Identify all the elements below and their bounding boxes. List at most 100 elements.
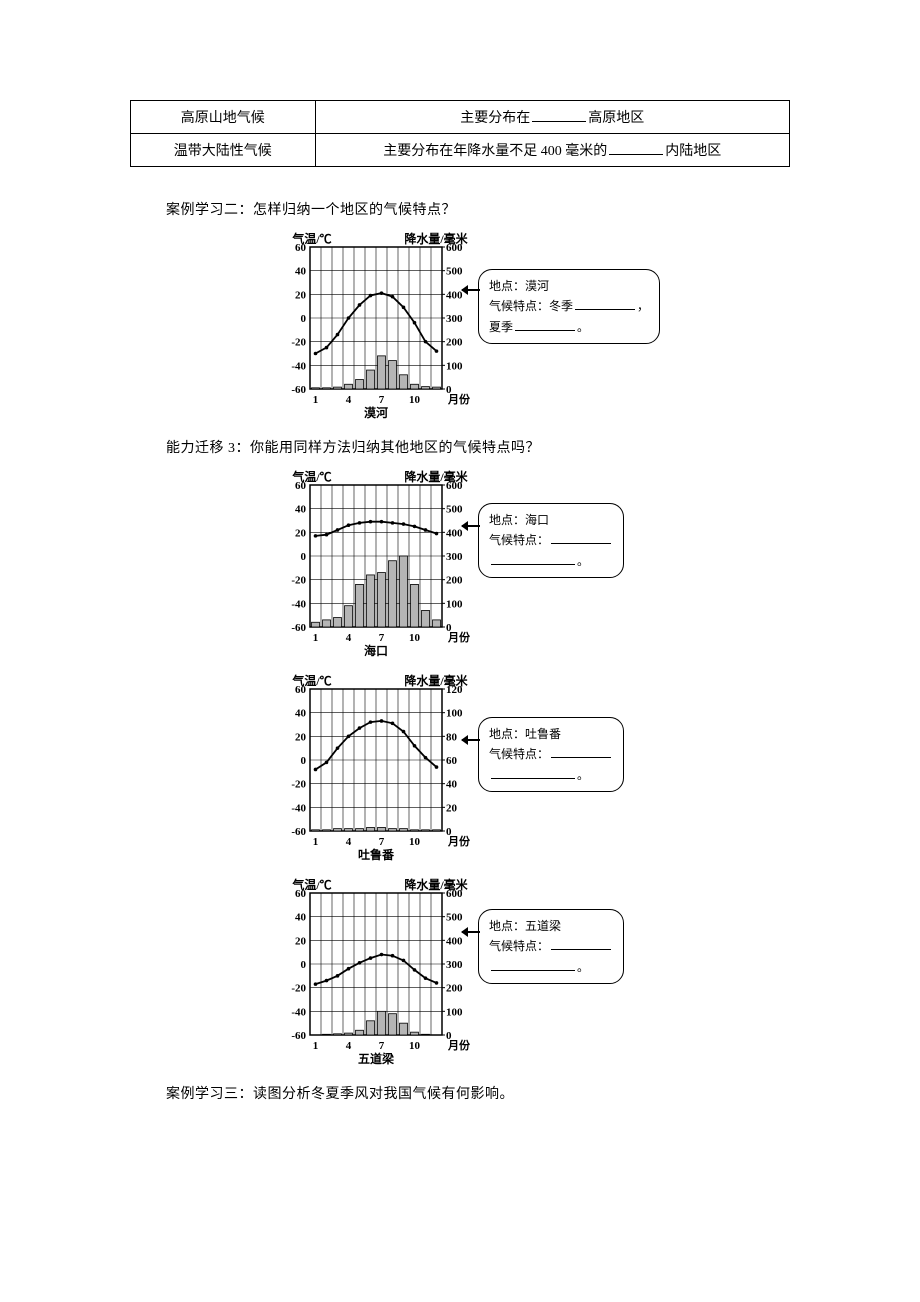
precip-bar [400, 829, 408, 831]
temp-point [391, 722, 395, 726]
month-tick: 7 [379, 1040, 385, 1052]
climate-chart-turpan: 气温/℃降水量/毫米6040200-20-40-6012010080604020… [278, 671, 472, 861]
precip-bar [389, 561, 397, 627]
climate-distribution-cell: 主要分布在高原地区 [315, 101, 789, 134]
temp-tick: 60 [295, 684, 307, 696]
precip-tick: 300 [446, 959, 463, 971]
precip-bar [323, 830, 331, 831]
temp-point [336, 746, 340, 750]
temp-point [413, 744, 417, 748]
temp-tick: 40 [295, 504, 307, 516]
page-root: 高原山地气候主要分布在高原地区温带大陆性气候主要分布在年降水量不足 400 毫米… [0, 0, 920, 1173]
temp-tick: 20 [295, 527, 307, 539]
temp-tick: -40 [291, 1006, 306, 1018]
precip-bar [312, 622, 320, 627]
fill-blank[interactable] [491, 957, 575, 971]
fill-blank[interactable] [551, 744, 611, 758]
temp-point [325, 761, 329, 765]
precip-bar [334, 387, 342, 389]
temp-tick: -40 [291, 598, 306, 610]
annotation-box: 地点：漠河气候特点：冬季，夏季。 [478, 269, 660, 344]
temp-tick: 40 [295, 266, 307, 278]
month-tick: 7 [379, 632, 385, 644]
precip-bar [389, 1014, 397, 1035]
table-row: 温带大陆性气候主要分布在年降水量不足 400 毫米的内陆地区 [131, 134, 790, 167]
fill-blank[interactable] [491, 765, 575, 779]
precip-tick: 600 [446, 242, 463, 254]
precip-tick: 600 [446, 888, 463, 900]
month-axis-label: 月份 [447, 392, 471, 406]
month-tick: 10 [409, 836, 421, 848]
fill-blank[interactable] [491, 551, 575, 565]
precip-tick: 200 [446, 337, 463, 349]
temp-point [347, 523, 351, 527]
temp-tick: -40 [291, 360, 306, 372]
precip-bar [422, 610, 430, 627]
precip-tick: 80 [446, 731, 458, 743]
fill-blank[interactable] [609, 141, 663, 155]
temp-point [402, 522, 406, 526]
annotation-feature-winter: 气候特点：冬季， [489, 296, 649, 316]
precip-tick: 120 [446, 684, 463, 696]
fill-blank[interactable] [515, 317, 575, 331]
fill-blank[interactable] [575, 296, 635, 310]
annotation-arrow-icon [462, 739, 480, 741]
fill-blank[interactable] [551, 530, 611, 544]
precip-bar [323, 388, 331, 389]
temp-point [391, 954, 395, 958]
annotation-feature-cont: 。 [489, 765, 613, 785]
temp-point [336, 333, 340, 337]
precip-bar [433, 620, 441, 627]
temp-point [314, 534, 318, 538]
station-name: 海口 [364, 643, 388, 657]
annotation-location: 地点：吐鲁番 [489, 724, 613, 744]
temp-point [435, 532, 439, 536]
temp-tick: 60 [295, 480, 307, 492]
temp-point [358, 303, 362, 307]
temp-point [347, 316, 351, 320]
precip-tick: 300 [446, 313, 463, 325]
annotation-box: 地点：吐鲁番气候特点：。 [478, 717, 624, 792]
temp-point [358, 521, 362, 525]
fill-blank[interactable] [551, 936, 611, 950]
precip-bar [378, 573, 386, 627]
temp-point [358, 961, 362, 965]
precip-bar [312, 830, 320, 831]
section-title-case2: 案例学习二：怎样归纳一个地区的气候特点？ [166, 199, 790, 219]
precip-bar [356, 584, 364, 627]
month-tick: 4 [346, 394, 352, 406]
month-tick: 10 [409, 1040, 421, 1052]
precip-bar [312, 388, 320, 389]
temp-tick: -60 [291, 622, 306, 634]
month-tick: 10 [409, 632, 421, 644]
temp-tick: 0 [301, 313, 307, 325]
precip-bar [334, 618, 342, 627]
temp-point [413, 968, 417, 972]
fill-blank[interactable] [532, 108, 586, 122]
annotation-arrow-icon [462, 525, 480, 527]
precip-bar [400, 556, 408, 627]
month-tick: 4 [346, 632, 352, 644]
station-name: 吐鲁番 [358, 847, 395, 861]
precip-tick: 40 [446, 779, 458, 791]
temp-point [325, 346, 329, 350]
climate-chart-wudaoliang: 气温/℃降水量/毫米6040200-20-40-6060050040030020… [278, 875, 472, 1065]
month-axis-label: 月份 [447, 834, 471, 848]
temp-point [435, 765, 439, 769]
annotation-box: 地点：海口气候特点：。 [478, 503, 624, 578]
precip-bar [334, 1034, 342, 1035]
precip-bar [356, 1030, 364, 1035]
temp-point [391, 521, 395, 525]
temp-tick: 60 [295, 888, 307, 900]
temp-tick: 20 [295, 935, 307, 947]
precip-bar [367, 370, 375, 389]
temp-tick: 20 [295, 731, 307, 743]
precip-bar [400, 375, 408, 389]
temp-point [424, 976, 428, 980]
temp-point [402, 306, 406, 310]
precip-tick: 100 [446, 708, 463, 720]
precip-tick: 100 [446, 598, 463, 610]
precip-bar [422, 830, 430, 831]
climate-chart-mohe: 气温/℃降水量/毫米6040200-20-40-6060050040030020… [278, 229, 472, 419]
precip-bar [345, 384, 353, 389]
